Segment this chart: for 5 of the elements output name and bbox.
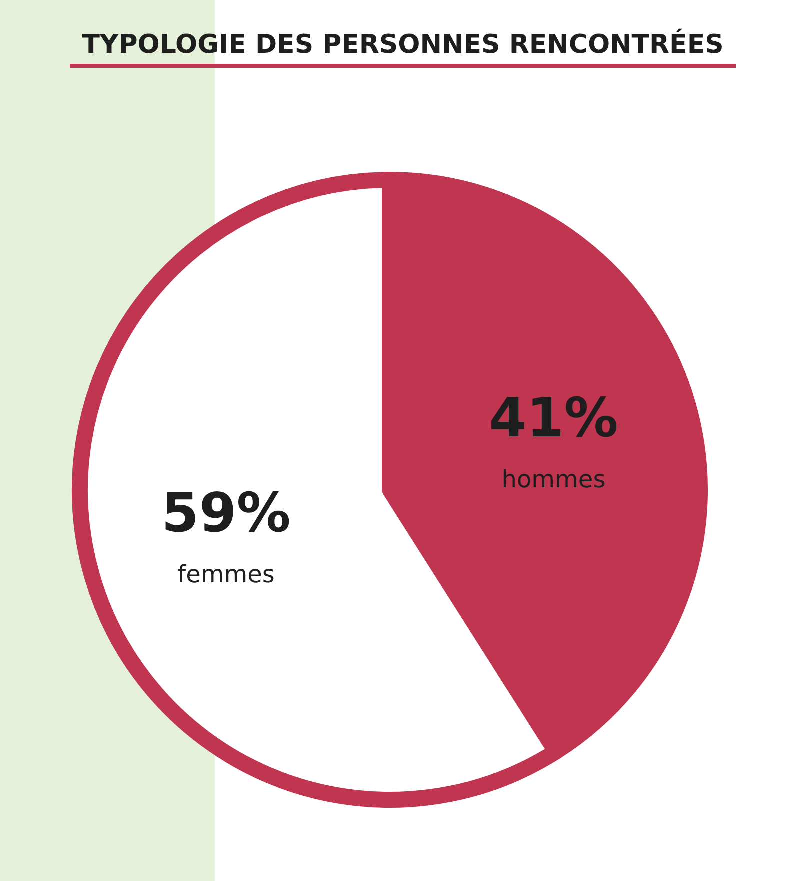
chart-title: TYPOLOGIE DES PERSONNES RENCONTRÉES [70, 30, 736, 68]
slice-label: hommes [502, 465, 606, 494]
slice-label: femmes [178, 560, 275, 589]
data-label: 59% [162, 482, 291, 545]
data-label: 41% [489, 386, 618, 450]
